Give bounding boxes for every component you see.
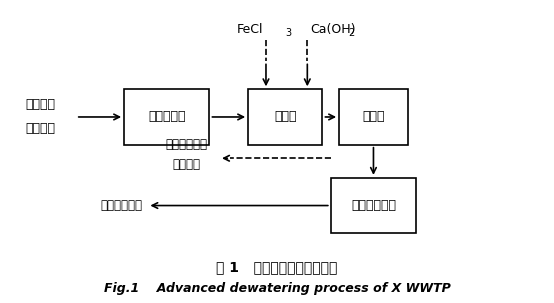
Text: 3: 3 <box>285 28 291 38</box>
Text: 污水管网: 污水管网 <box>172 158 200 171</box>
Text: 卸料稀释池: 卸料稀释池 <box>148 111 186 124</box>
Text: 脱水污泥: 脱水污泥 <box>25 122 55 135</box>
Text: 调理池: 调理池 <box>274 111 296 124</box>
Text: FeCl: FeCl <box>237 23 263 36</box>
Text: 泥饼外运填埋: 泥饼外运填埋 <box>100 199 142 212</box>
Text: Ca(OH): Ca(OH) <box>310 23 356 36</box>
Text: 浓缩污泥: 浓缩污泥 <box>25 98 55 112</box>
Text: 图 1   某厂深度脱水工艺流程: 图 1 某厂深度脱水工艺流程 <box>216 260 338 274</box>
Bar <box>331 178 416 233</box>
Bar <box>339 89 408 145</box>
Text: 隔膜压滤系统: 隔膜压滤系统 <box>351 199 396 212</box>
Bar <box>124 89 209 145</box>
Bar <box>248 89 322 145</box>
Text: Fig.1    Advanced dewatering process of X WWTP: Fig.1 Advanced dewatering process of X W… <box>104 281 450 295</box>
Text: 储泥池: 储泥池 <box>362 111 384 124</box>
Text: 2: 2 <box>348 28 355 38</box>
Text: 滤液排至厂区: 滤液排至厂区 <box>165 138 207 151</box>
